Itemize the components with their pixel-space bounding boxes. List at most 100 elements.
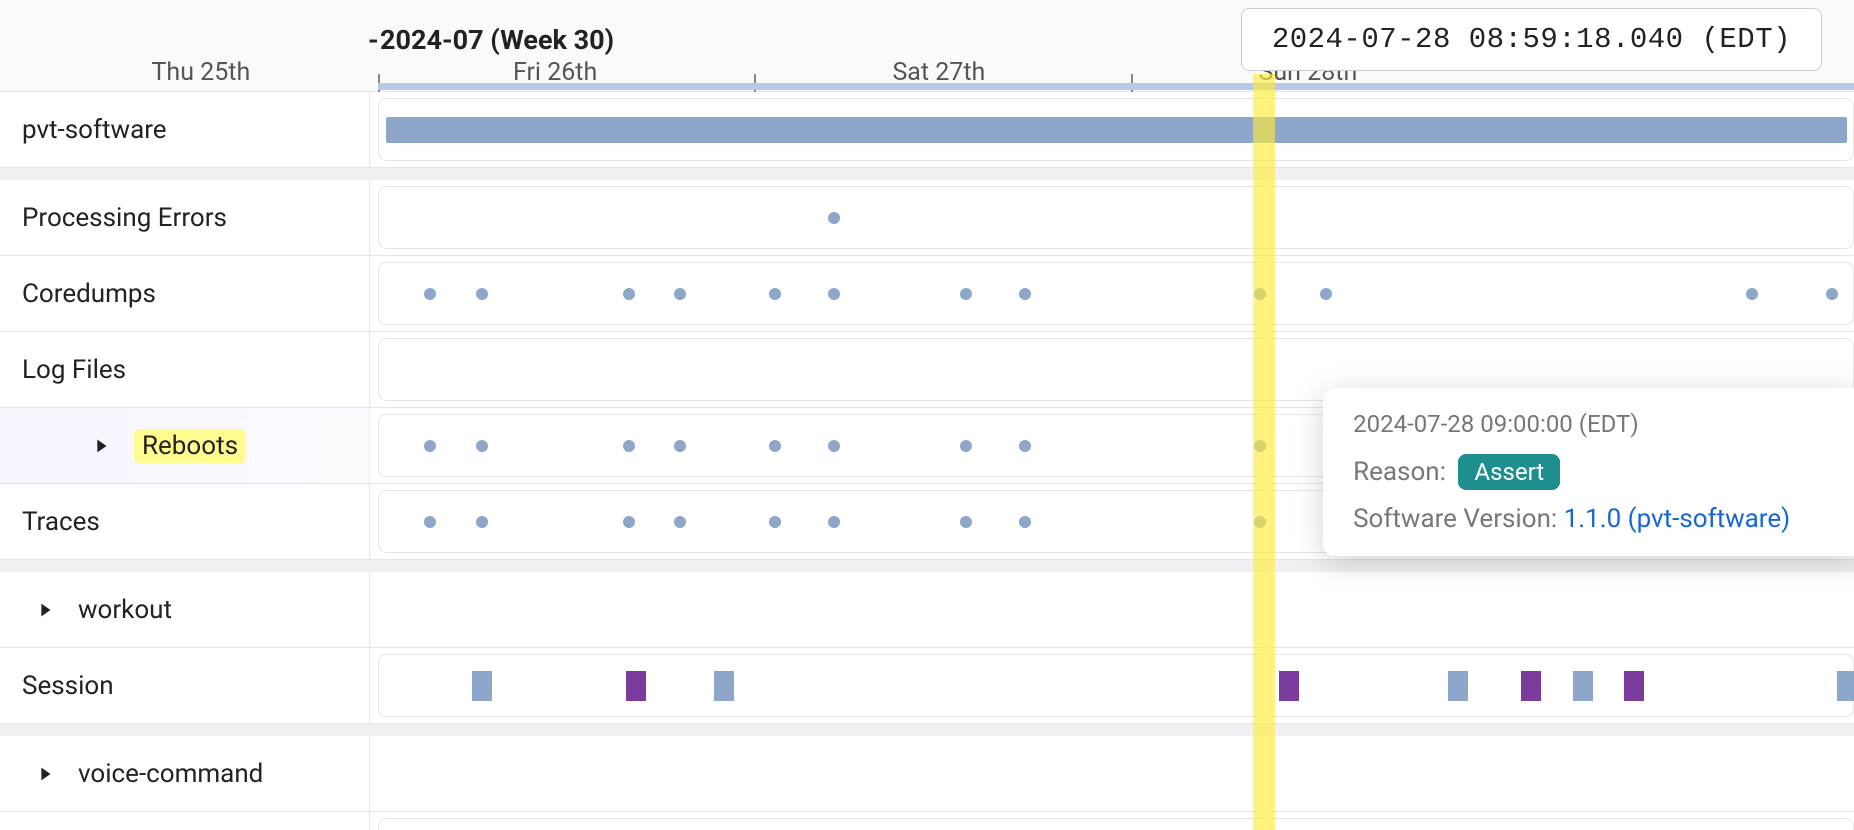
timeline-root: - 2024-07 (Week 30) Thu 25thFri 26thSat …	[0, 0, 1854, 830]
row-label-text: pvt-software	[22, 115, 167, 145]
track-block[interactable]	[1448, 671, 1468, 701]
track-dot[interactable]	[424, 440, 436, 452]
ruler-dash: -	[368, 24, 379, 56]
track-block[interactable]	[626, 671, 646, 701]
row-track[interactable]	[370, 812, 1854, 830]
track-dot[interactable]	[674, 516, 686, 528]
row-track-inner	[378, 262, 1854, 325]
track-dot[interactable]	[623, 516, 635, 528]
track-dot[interactable]	[1320, 288, 1332, 300]
tooltip-reason-label: Reason:	[1353, 457, 1446, 487]
timeline-row: workout	[0, 572, 1854, 648]
row-track-inner	[378, 818, 1854, 830]
row-label-text: voice-command	[78, 759, 263, 789]
track-block[interactable]	[472, 671, 492, 701]
row-label[interactable]: Reboots	[0, 408, 370, 483]
track-dot[interactable]	[623, 288, 635, 300]
row-track[interactable]	[370, 572, 1854, 647]
track-dot[interactable]	[828, 440, 840, 452]
track-dot[interactable]	[674, 440, 686, 452]
track-dot[interactable]	[476, 440, 488, 452]
track-block[interactable]	[714, 671, 734, 701]
row-label-text: workout	[78, 595, 172, 625]
timeline-row: Session	[0, 812, 1854, 830]
row-track[interactable]	[370, 736, 1854, 811]
row-label[interactable]: Coredumps	[0, 256, 370, 331]
track-dot[interactable]	[769, 516, 781, 528]
timeline-row: voice-command	[0, 736, 1854, 812]
track-dot[interactable]	[476, 516, 488, 528]
track-dot[interactable]	[828, 212, 840, 224]
row-spacer	[0, 724, 1854, 736]
tooltip-reason-line: Reason: Assert	[1353, 454, 1833, 490]
ruler-band-segment	[378, 83, 1854, 90]
timeline-row: Processing Errors	[0, 180, 1854, 256]
row-label[interactable]: pvt-software	[0, 92, 370, 167]
row-label-text: Session	[22, 671, 114, 701]
ruler-week-label: 2024-07 (Week 30)	[380, 24, 614, 56]
row-label[interactable]: Traces	[0, 484, 370, 559]
track-block[interactable]	[1624, 671, 1644, 701]
track-dot[interactable]	[960, 516, 972, 528]
row-label-text: Traces	[22, 507, 100, 537]
track-dot[interactable]	[960, 440, 972, 452]
track-block[interactable]	[1573, 671, 1593, 701]
track-dot[interactable]	[1254, 288, 1266, 300]
row-track-inner	[378, 186, 1854, 249]
track-dot[interactable]	[769, 440, 781, 452]
track-dot[interactable]	[1746, 288, 1758, 300]
row-label-text: Log Files	[22, 355, 126, 385]
event-tooltip: 2024-07-28 09:00:00 (EDT) Reason: Assert…	[1323, 388, 1854, 556]
track-dot[interactable]	[1019, 288, 1031, 300]
row-track-inner	[378, 654, 1854, 717]
track-dot[interactable]	[1254, 516, 1266, 528]
tooltip-version-line: Software Version: 1.1.0 (pvt-software)	[1353, 504, 1833, 534]
tooltip-reason-badge: Assert	[1458, 454, 1560, 490]
track-dot[interactable]	[476, 288, 488, 300]
track-dot[interactable]	[1826, 288, 1838, 300]
timeline-row: pvt-software	[0, 92, 1854, 168]
track-dot[interactable]	[623, 440, 635, 452]
timeline-row: Session	[0, 648, 1854, 724]
tooltip-version-link[interactable]: 1.1.0 (pvt-software)	[1564, 504, 1791, 534]
row-label-text: Reboots	[134, 429, 246, 463]
track-dot[interactable]	[1019, 440, 1031, 452]
track-dot[interactable]	[674, 288, 686, 300]
track-bar[interactable]	[386, 117, 1847, 143]
row-label[interactable]: voice-command	[0, 736, 370, 811]
track-block[interactable]	[1279, 671, 1299, 701]
row-label[interactable]: Session	[0, 648, 370, 723]
expand-caret-icon[interactable]	[34, 599, 56, 621]
track-dot[interactable]	[424, 516, 436, 528]
ruler-day-label: Thu 25th	[152, 58, 251, 87]
track-dot[interactable]	[769, 288, 781, 300]
row-track[interactable]	[370, 648, 1854, 723]
row-label[interactable]: Log Files	[0, 332, 370, 407]
row-label[interactable]: Session	[0, 812, 370, 830]
tooltip-timestamp: 2024-07-28 09:00:00 (EDT)	[1353, 410, 1833, 438]
track-dot[interactable]	[1019, 516, 1031, 528]
expand-caret-icon[interactable]	[90, 435, 112, 457]
track-block[interactable]	[1521, 671, 1541, 701]
cursor-indicator-top	[1253, 74, 1275, 92]
row-label[interactable]: workout	[0, 572, 370, 647]
track-dot[interactable]	[1254, 440, 1266, 452]
row-label-text: Processing Errors	[22, 203, 227, 233]
timestamp-readout: 2024-07-28 08:59:18.040 (EDT)	[1241, 8, 1822, 71]
track-block[interactable]	[1837, 671, 1854, 701]
tooltip-version-label: Software Version:	[1353, 504, 1557, 534]
track-dot[interactable]	[424, 288, 436, 300]
row-label-text: Coredumps	[22, 279, 156, 309]
expand-caret-icon[interactable]	[34, 763, 56, 785]
row-spacer	[0, 168, 1854, 180]
row-track-inner	[378, 98, 1854, 161]
track-dot[interactable]	[828, 516, 840, 528]
timeline-row: Coredumps	[0, 256, 1854, 332]
row-track[interactable]	[370, 92, 1854, 167]
row-label[interactable]: Processing Errors	[0, 180, 370, 255]
row-track[interactable]	[370, 180, 1854, 255]
row-spacer	[0, 560, 1854, 572]
track-dot[interactable]	[960, 288, 972, 300]
track-dot[interactable]	[828, 288, 840, 300]
row-track[interactable]	[370, 256, 1854, 331]
